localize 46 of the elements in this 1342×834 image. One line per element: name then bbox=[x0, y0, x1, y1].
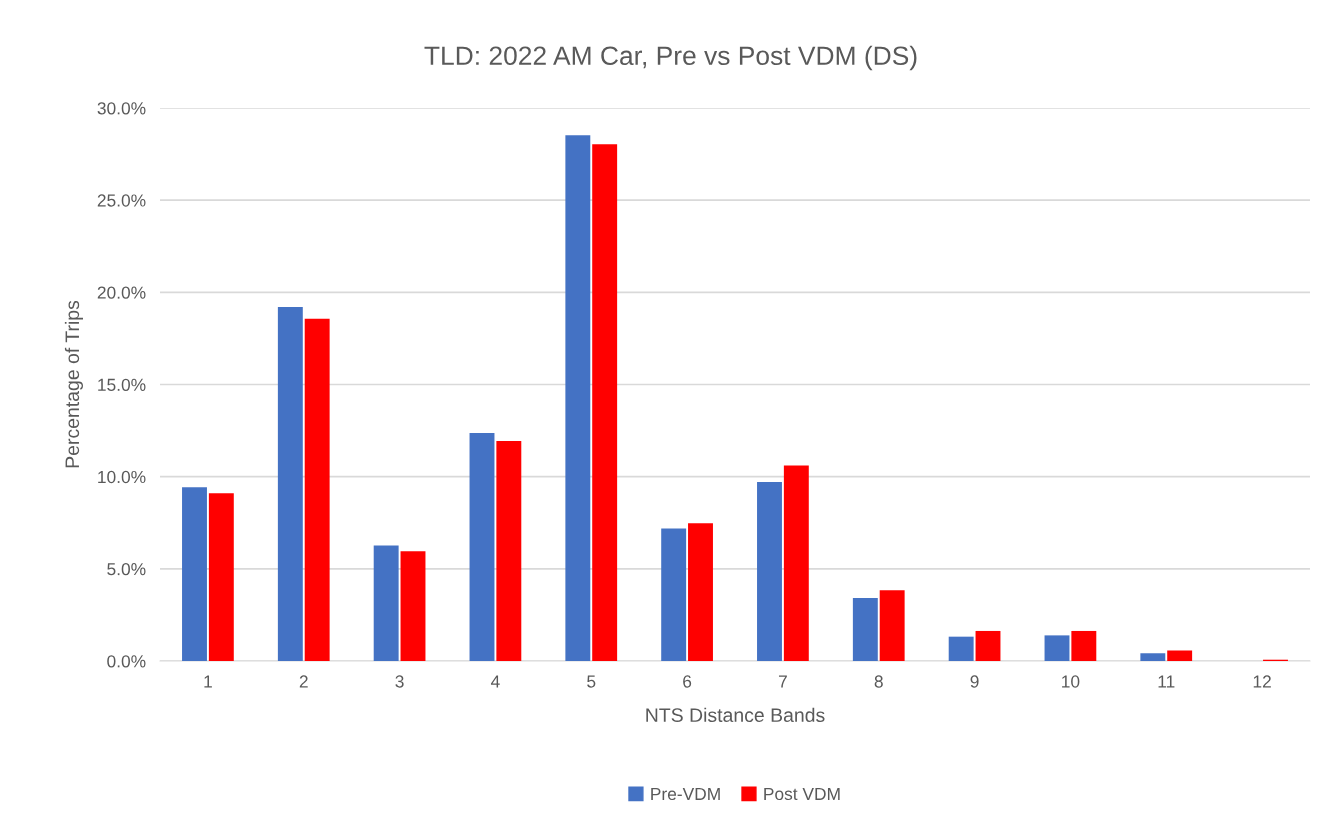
x-tick-label: 10 bbox=[1062, 675, 1080, 688]
bar bbox=[852, 597, 878, 661]
y-tick-label: 5.0% bbox=[107, 563, 146, 576]
y-tick-label: 30.0% bbox=[97, 102, 146, 115]
bar bbox=[1071, 630, 1097, 661]
chart-title: TLD: 2022 AM Car, Pre vs Post VDM (DS) bbox=[424, 45, 917, 71]
y-tick-label: 25.0% bbox=[97, 194, 146, 207]
x-tick-label: 1 bbox=[204, 675, 212, 688]
y-tick-label: 10.0% bbox=[98, 470, 146, 484]
bar bbox=[208, 493, 234, 661]
legend-label: Post VDM bbox=[764, 787, 840, 801]
bar bbox=[277, 307, 303, 661]
bar bbox=[592, 144, 618, 661]
bar bbox=[783, 465, 809, 661]
x-tick-label: 12 bbox=[1253, 675, 1271, 688]
bar bbox=[757, 482, 782, 661]
x-tick-label: 4 bbox=[490, 675, 500, 688]
bar bbox=[565, 135, 591, 661]
bar bbox=[182, 487, 207, 661]
y-tick-label: 0.0% bbox=[107, 655, 146, 668]
bar bbox=[1044, 635, 1070, 661]
bar bbox=[879, 590, 905, 661]
x-tick-label: 6 bbox=[683, 675, 692, 688]
legend-label: Pre-VDM bbox=[651, 787, 720, 801]
bar bbox=[469, 432, 495, 661]
bar bbox=[661, 528, 687, 661]
y-axis-title: Percentage of Trips bbox=[64, 300, 83, 468]
bar bbox=[688, 523, 713, 661]
y-tick-label: 15.0% bbox=[98, 378, 146, 391]
x-tick-label: 8 bbox=[874, 675, 883, 688]
bar bbox=[304, 318, 330, 661]
bar bbox=[975, 630, 1001, 661]
x-tick-label: 3 bbox=[395, 675, 404, 688]
x-tick-label: 11 bbox=[1158, 675, 1175, 688]
x-axis-title: NTS Distance Bands bbox=[646, 707, 825, 723]
y-tick-label: 20.0% bbox=[97, 286, 146, 299]
x-tick-label: 7 bbox=[778, 675, 787, 688]
bar bbox=[400, 551, 426, 661]
bar bbox=[1140, 653, 1166, 661]
x-tick-label: 2 bbox=[299, 675, 308, 688]
x-tick-label: 9 bbox=[970, 675, 979, 688]
bar bbox=[373, 545, 399, 661]
bar bbox=[1167, 650, 1193, 661]
bar bbox=[496, 440, 522, 661]
x-tick-label: 5 bbox=[587, 675, 596, 688]
bar bbox=[948, 636, 974, 661]
